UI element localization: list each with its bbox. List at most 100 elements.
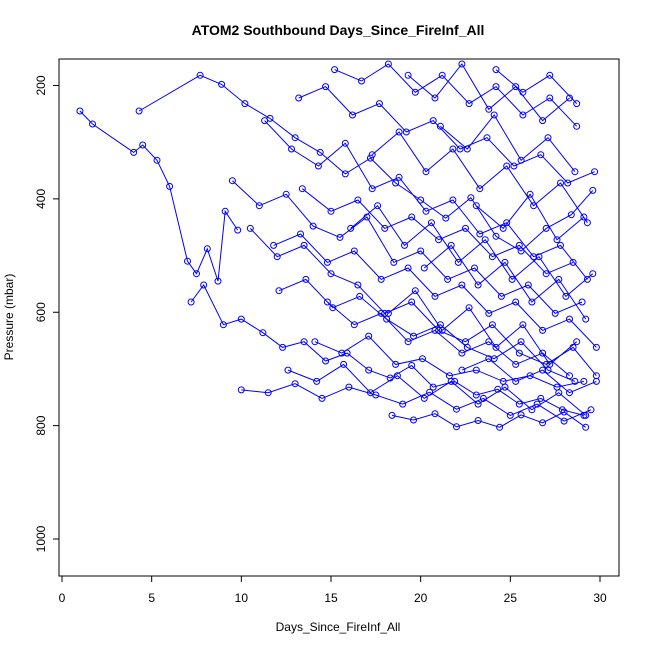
data-point — [298, 185, 306, 193]
data-point — [300, 338, 308, 346]
data-point — [374, 202, 382, 210]
data-point — [488, 321, 496, 329]
data-point — [492, 66, 500, 74]
data-point — [221, 207, 229, 215]
data-point — [219, 321, 227, 329]
data-point — [318, 394, 326, 402]
series-24 — [270, 230, 600, 351]
data-point — [465, 100, 473, 108]
data-point — [453, 423, 460, 431]
y-tick-label: 800 — [34, 415, 48, 435]
data-point — [431, 292, 439, 300]
series-line — [232, 180, 583, 314]
data-point — [214, 277, 222, 285]
data-point — [578, 298, 586, 306]
data-point — [273, 253, 281, 261]
data-point — [270, 241, 278, 249]
data-point — [218, 80, 226, 88]
series-23 — [323, 298, 573, 380]
data-point — [187, 298, 195, 306]
plot-area — [76, 60, 600, 431]
data-point — [392, 179, 400, 187]
data-point — [404, 71, 412, 79]
data-point — [399, 400, 407, 408]
data-point — [471, 264, 478, 272]
data-point — [528, 298, 536, 306]
series-5 — [228, 177, 586, 317]
data-point — [419, 355, 426, 363]
data-point — [580, 377, 588, 385]
series-line — [407, 63, 570, 122]
data-point — [367, 389, 374, 397]
series-22 — [298, 185, 577, 278]
data-point — [512, 377, 520, 385]
data-point — [282, 190, 290, 198]
data-point — [490, 111, 498, 119]
data-point — [295, 94, 303, 102]
data-point — [367, 154, 374, 162]
data-point — [465, 304, 473, 312]
data-point — [555, 275, 563, 283]
data-point — [365, 366, 373, 374]
data-point — [472, 202, 480, 210]
data-point — [259, 329, 267, 337]
data-point — [567, 211, 575, 219]
series-20 — [492, 66, 581, 108]
series-line — [298, 86, 595, 184]
data-point — [350, 321, 358, 329]
data-point — [166, 182, 174, 190]
x-tick-label: 15 — [324, 591, 338, 605]
data-point — [510, 162, 518, 170]
data-point — [417, 247, 425, 255]
series-line — [241, 383, 592, 422]
data-point — [408, 213, 416, 221]
data-point — [234, 226, 242, 234]
data-point — [580, 213, 588, 221]
data-point — [485, 338, 493, 346]
data-point — [467, 194, 475, 202]
data-point — [483, 134, 491, 142]
x-tick-label: 25 — [504, 591, 518, 605]
data-point — [472, 391, 480, 399]
series-line — [264, 120, 588, 280]
data-point — [392, 360, 400, 368]
data-point — [490, 355, 498, 363]
data-point — [501, 383, 509, 391]
series-line — [287, 363, 587, 416]
data-point — [408, 298, 416, 306]
data-point — [390, 258, 398, 266]
data-point — [327, 270, 335, 278]
data-point — [393, 372, 401, 380]
data-point — [481, 236, 489, 244]
data-point — [474, 417, 482, 424]
series-0 — [76, 107, 242, 285]
data-point — [76, 107, 84, 115]
data-point — [368, 151, 376, 159]
data-point — [485, 355, 493, 363]
data-point — [535, 253, 543, 261]
data-point — [311, 338, 319, 346]
data-point — [89, 120, 96, 128]
x-tick-label: 30 — [593, 591, 607, 605]
series-18 — [458, 355, 600, 397]
data-point — [592, 377, 600, 385]
data-point — [203, 245, 211, 253]
series-line — [327, 301, 570, 377]
data-point — [388, 411, 396, 419]
data-point — [537, 151, 545, 159]
data-point — [592, 343, 600, 351]
series-17 — [436, 111, 579, 176]
x-tick-label: 0 — [59, 591, 66, 605]
series-line — [334, 63, 578, 127]
y-axis-label: Pressure (mbar) — [2, 274, 16, 361]
data-point — [519, 321, 527, 329]
data-point — [438, 326, 446, 334]
data-point — [427, 219, 435, 227]
data-point — [501, 258, 509, 266]
data-point — [313, 377, 321, 385]
data-point — [557, 179, 564, 187]
data-point — [411, 88, 419, 96]
x-axis-label: Days_Since_FireInf_All — [276, 620, 401, 634]
data-point — [555, 389, 563, 397]
series-15 — [404, 60, 573, 125]
